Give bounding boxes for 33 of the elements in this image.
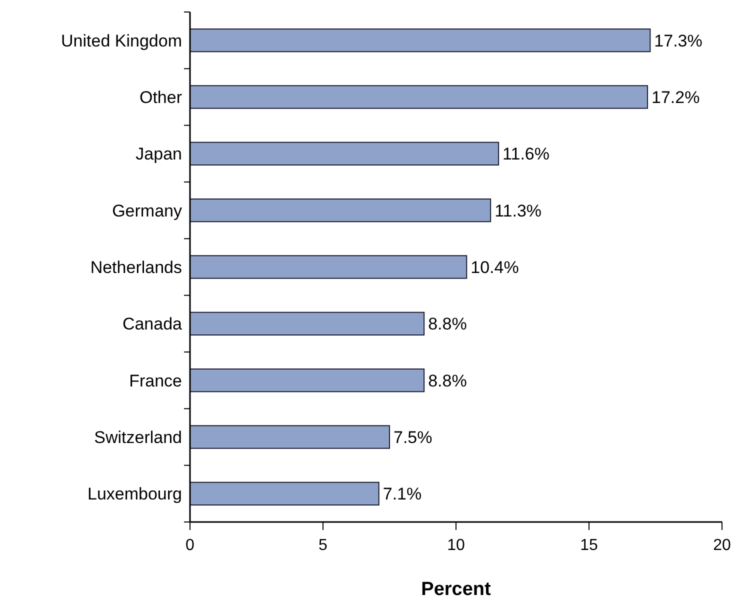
bar [190,255,468,279]
bar [190,142,500,166]
y-tick-label: Canada [122,314,183,334]
y-tick-label: Other [139,88,182,107]
bar [190,312,425,336]
bar [190,482,380,506]
bar [190,28,651,52]
x-tick-label: 20 [713,537,731,554]
y-tick-label: Germany [112,201,182,220]
data-label: 8.8% [428,371,467,390]
x-tick-label: 10 [447,537,465,554]
x-axis-title: Percent [421,579,492,600]
x-tick-label: 0 [186,537,195,554]
y-tick-label: Luxembourg [87,484,182,504]
bar [190,368,425,392]
y-tick-label: Netherlands [90,258,182,277]
data-label: 8.8% [428,314,467,334]
x-tick-label: 5 [318,537,328,554]
x-tick-label: 15 [580,537,598,554]
data-label: 10.4% [470,258,519,277]
data-label: 17.3% [654,31,702,50]
y-tick-label: Japan [136,144,182,164]
data-label: 7.5% [394,428,432,447]
y-tick-label: United Kingdom [61,31,182,50]
bar [190,425,390,449]
bar [190,85,648,109]
y-tick-label: Switzerland [94,428,182,447]
data-label: 11.6% [502,144,550,164]
bar [190,198,492,222]
data-label: 7.1% [382,484,422,504]
data-label: 11.3% [494,201,542,220]
data-label: 17.2% [652,88,700,107]
y-tick-label: France [129,371,182,390]
